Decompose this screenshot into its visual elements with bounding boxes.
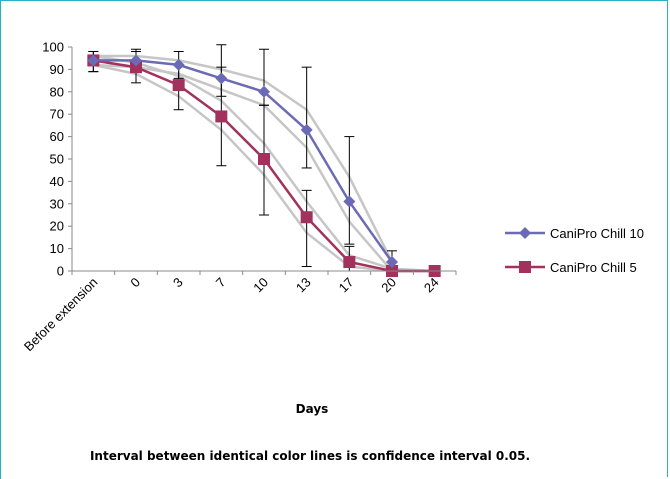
error-bars bbox=[88, 44, 397, 272]
data-point-square bbox=[172, 79, 185, 92]
data-point-square bbox=[519, 261, 531, 273]
legend: CaniPro Chill 10 CaniPro Chill 5 bbox=[505, 226, 644, 275]
data-point-diamond bbox=[258, 85, 270, 98]
data-point-diamond bbox=[519, 227, 531, 239]
y-tick-label: 30 bbox=[50, 196, 64, 211]
footnote: Interval between identical color lines i… bbox=[90, 449, 530, 463]
y-tick-label: 20 bbox=[50, 219, 64, 234]
y-tick-label: 0 bbox=[57, 264, 64, 279]
y-tick-label: 40 bbox=[50, 174, 64, 189]
data-point-diamond bbox=[215, 72, 228, 85]
data-point-diamond bbox=[172, 58, 185, 71]
data-point-square bbox=[258, 153, 270, 165]
ci-line bbox=[93, 54, 394, 263]
data-point-diamond bbox=[130, 54, 142, 67]
x-tick-label: 3 bbox=[170, 275, 186, 291]
frame-left-border bbox=[0, 0, 1, 479]
data-point-square bbox=[300, 211, 313, 224]
x-tick-label: Before extension bbox=[21, 275, 101, 355]
x-tick-label: 7 bbox=[213, 275, 229, 291]
data-point-square bbox=[130, 61, 142, 74]
y-tick-label: 100 bbox=[42, 40, 64, 55]
legend-label: CaniPro Chill 5 bbox=[550, 260, 637, 275]
x-tick-label: 20 bbox=[378, 275, 399, 296]
x-tick-label: 24 bbox=[421, 275, 442, 296]
data-point-diamond bbox=[300, 123, 313, 136]
x-tick-label: 10 bbox=[250, 275, 271, 296]
x-tick-label: 0 bbox=[127, 275, 143, 291]
x-axis-label: Days bbox=[296, 402, 329, 416]
data-point-square bbox=[215, 110, 228, 123]
y-tick-label: 10 bbox=[50, 241, 64, 256]
data-point-diamond bbox=[386, 256, 398, 269]
y-tick-label: 60 bbox=[50, 129, 64, 144]
data-point-diamond bbox=[87, 54, 100, 67]
y-tick-label: 90 bbox=[50, 62, 64, 77]
y-tick-label: 50 bbox=[50, 152, 64, 167]
series-line bbox=[93, 59, 394, 263]
ci-line bbox=[93, 63, 393, 272]
legend-label: CaniPro Chill 10 bbox=[550, 226, 644, 241]
series-lines bbox=[87, 54, 441, 277]
y-tick-label: 80 bbox=[50, 84, 64, 99]
x-tick-label: 17 bbox=[336, 275, 357, 296]
data-point-square bbox=[343, 256, 356, 269]
x-tick-label: 13 bbox=[293, 275, 314, 296]
data-point-diamond bbox=[343, 195, 356, 208]
y-tick-label: 70 bbox=[50, 107, 64, 122]
